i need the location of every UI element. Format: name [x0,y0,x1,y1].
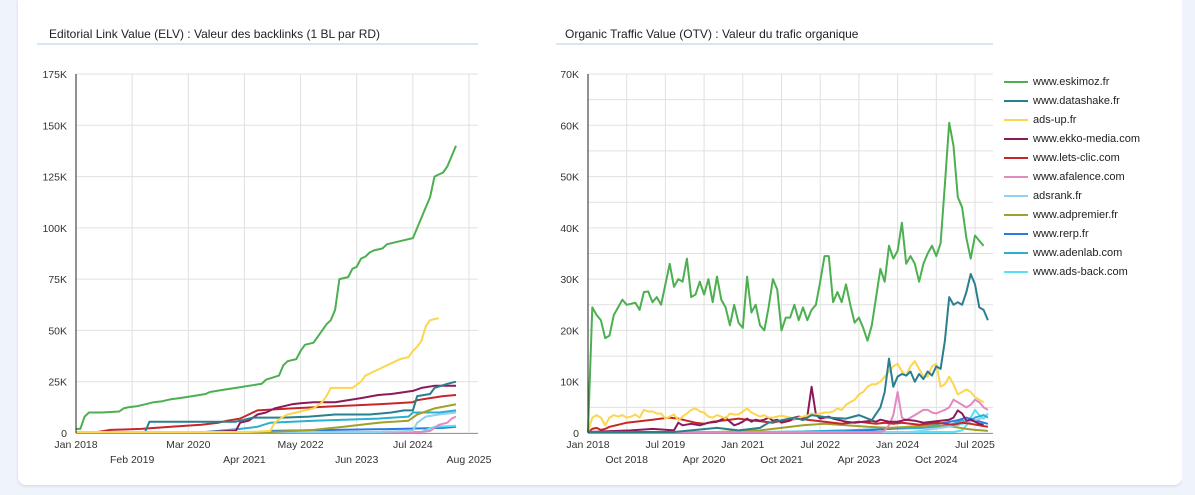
x-tick-label: Jul 2022 [800,439,840,451]
legend-item-adenlab[interactable]: www.adenlab.com [1004,243,1140,262]
x-tick-label: Aug 2025 [447,454,492,466]
y-tick-label: 60K [560,120,579,132]
legend-line-icon [1004,213,1028,216]
legend-item-afalence[interactable]: www.afalence.com [1004,167,1140,186]
x-tick-label: Apr 2021 [223,454,266,466]
series-line-datashake[interactable] [588,273,989,433]
otv-chart-title: Organic Traffic Value (OTV) : Valeur du … [565,27,859,41]
y-tick-label: 0 [573,428,579,440]
legend-label: www.lets-clic.com [1033,151,1120,164]
y-tick-label: 175K [42,69,67,81]
legend-item-adsrank[interactable]: adsrank.fr [1004,186,1140,205]
legend-line-icon [1004,137,1028,140]
legend-line-icon [1004,251,1028,254]
legend-item-eskimoz[interactable]: www.eskimoz.fr [1004,72,1140,91]
legend-line-icon [1004,80,1028,83]
otv-chart: 0 10K 20K 30K 40K 50K 60K 70K Jan 2018 Oct 2018 Ju… [560,69,995,466]
y-tick-label: 20K [560,325,579,337]
y-tick-label: 50K [560,172,579,184]
series-line-adsrank[interactable] [76,411,457,433]
legend-line-icon [1004,232,1028,235]
legend-label: www.datashake.fr [1033,94,1120,107]
y-tick-label: 50K [48,325,67,337]
series-line-eskimoz[interactable] [587,121,985,433]
legend-label: ads-up.fr [1033,113,1077,126]
x-tick-label: Apr 2023 [838,454,881,466]
y-tick-label: 150K [42,120,67,132]
legend-line-icon [1004,175,1028,178]
legend-item-rerp[interactable]: www.rerp.fr [1004,224,1140,243]
legend-label: www.ekko-media.com [1033,132,1140,145]
series-line-eskimoz[interactable] [76,145,457,430]
y-tick-label: 125K [42,172,67,184]
elv-chart: 0 25K 50K 75K 100K 125K 150K 175K Jan 2018 Feb 20… [42,69,491,466]
legend-label: www.adenlab.com [1033,246,1123,259]
legend-line-icon [1004,270,1028,273]
x-tick-label: Feb 2019 [110,454,155,466]
otv-legend: www.eskimoz.fr www.datashake.fr ads-up.fr w… [1004,72,1140,281]
elv-title-underline [37,43,478,45]
x-tick-label: Jul 2024 [393,439,433,451]
x-tick-label: Oct 2024 [915,454,958,466]
y-tick-label: 75K [48,274,67,286]
dashboard-card [18,0,1182,485]
legend-line-icon [1004,194,1028,197]
x-tick-label: Jan 2018 [54,439,97,451]
series-line-ekko[interactable] [76,384,456,433]
y-tick-label: 100K [42,223,67,235]
x-tick-label: Jul 2019 [646,439,686,451]
legend-item-datashake[interactable]: www.datashake.fr [1004,91,1140,110]
x-tick-label: May 2022 [278,439,324,451]
y-tick-label: 70K [560,69,579,81]
series-line-adpremier[interactable] [588,422,988,433]
series-line-datashake[interactable] [76,380,457,433]
x-tick-label: Apr 2020 [683,454,726,466]
y-tick-label: 0 [61,428,67,440]
x-tick-label: Oct 2021 [760,454,803,466]
y-tick-label: 30K [560,274,579,286]
legend-line-icon [1004,118,1028,121]
series-line-adsup[interactable] [587,360,985,433]
x-tick-label: Jul 2025 [955,439,995,451]
legend-line-icon [1004,156,1028,159]
legend-label: www.eskimoz.fr [1033,75,1110,88]
legend-label: www.rerp.fr [1033,227,1089,240]
series-line-afalence[interactable] [588,391,989,433]
legend-item-adsup[interactable]: ads-up.fr [1004,110,1140,129]
series-line-letsclic[interactable] [76,394,457,433]
legend-item-adpremier[interactable]: www.adpremier.fr [1004,205,1140,224]
legend-label: www.adpremier.fr [1033,208,1118,221]
x-tick-label: Jun 2023 [335,454,378,466]
series-line-afalence[interactable] [76,415,457,433]
y-tick-label: 25K [48,377,67,389]
y-tick-label: 10K [560,377,579,389]
series-line-adsup[interactable] [76,317,440,433]
x-tick-label: Jan 2018 [566,439,609,451]
legend-label: adsrank.fr [1033,189,1082,202]
x-tick-label: Jan 2024 [876,439,919,451]
legend-item-adsback[interactable]: www.ads-back.com [1004,262,1140,281]
legend-label: www.afalence.com [1033,170,1125,183]
legend-line-icon [1004,99,1028,102]
x-tick-label: Oct 2018 [605,454,648,466]
elv-chart-title: Editorial Link Value (ELV) : Valeur des … [49,27,381,41]
otv-title-underline [556,43,993,45]
legend-item-ekko[interactable]: www.ekko-media.com [1004,129,1140,148]
legend-item-letsclic[interactable]: www.lets-clic.com [1004,148,1140,167]
y-tick-label: 40K [560,223,579,235]
x-tick-label: Mar 2020 [166,439,211,451]
x-tick-label: Jan 2021 [721,439,764,451]
legend-label: www.ads-back.com [1033,265,1128,278]
right-scroll-area [1182,0,1195,495]
